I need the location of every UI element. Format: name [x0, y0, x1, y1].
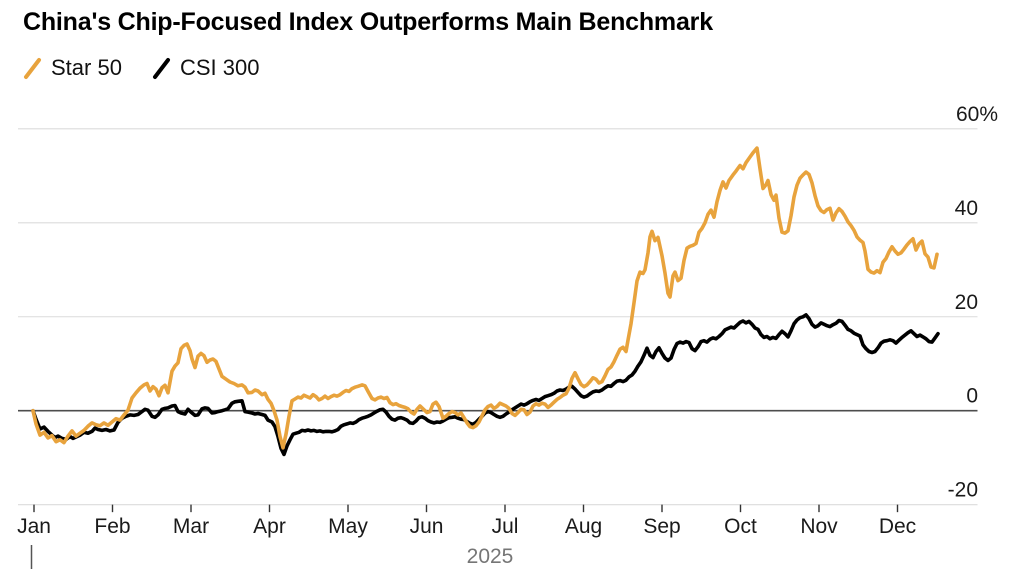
legend-item-csi300: CSI 300	[152, 55, 260, 81]
star50-swatch-icon	[24, 57, 41, 79]
y-axis-label: 0	[966, 385, 978, 408]
y-axis-label: -20	[948, 479, 978, 502]
x-axis-label: Jan	[17, 515, 51, 538]
x-axis-label: Apr	[253, 515, 286, 538]
chart-legend: Star 50 CSI 300	[23, 55, 259, 81]
x-axis-label: Jun	[410, 515, 444, 538]
legend-label-star50: Star 50	[51, 55, 122, 80]
csi300-swatch-icon	[152, 57, 170, 79]
x-axis-label: Dec	[879, 515, 916, 538]
x-axis-label: Oct	[724, 515, 757, 538]
star50-line	[31, 146, 939, 450]
y-axis-label: 60%	[956, 103, 998, 126]
y-axis-label: 40	[955, 197, 978, 220]
chart-title: China's Chip-Focused Index Outperforms M…	[23, 8, 713, 36]
y-axis-label: 20	[955, 291, 978, 314]
x-axis-label: Nov	[800, 515, 838, 538]
x-axis-label: Aug	[565, 515, 602, 538]
legend-label-csi300: CSI 300	[179, 55, 260, 80]
x-axis-label: Sep	[643, 515, 680, 538]
year-label: 2025	[467, 545, 514, 568]
x-axis-label: May	[328, 515, 368, 538]
x-axis-label: Mar	[173, 515, 209, 538]
x-axis-label: Jul	[492, 515, 519, 538]
csi300-line	[31, 313, 940, 457]
legend-item-star50: Star 50	[23, 55, 122, 81]
x-axis-label: Feb	[94, 515, 130, 538]
